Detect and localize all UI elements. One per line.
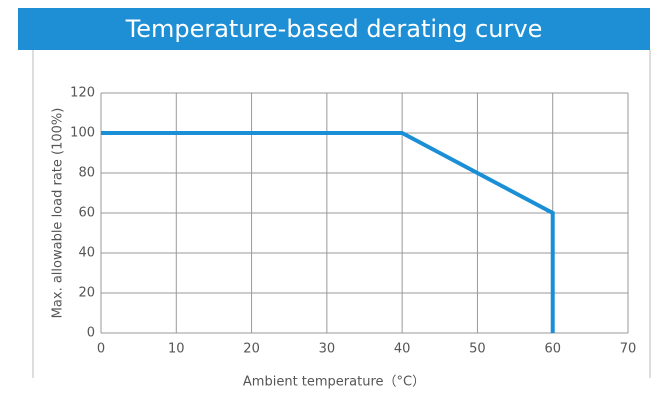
header-bar	[18, 8, 650, 50]
x-tick-label: 50	[469, 342, 486, 357]
data-line	[101, 131, 555, 333]
y-axis-label: Max. allowable load rate (100%)	[51, 108, 66, 319]
x-tick-label: 40	[394, 342, 411, 357]
x-tick-label: 10	[168, 342, 185, 357]
y-tick-label: 20	[78, 286, 95, 301]
y-tick-label: 60	[78, 206, 95, 221]
x-tick-label: 60	[544, 342, 561, 357]
x-axis-label: Ambient temperature（°C）	[243, 375, 425, 390]
y-tick-label: 40	[78, 246, 95, 261]
x-tick-label: 30	[319, 342, 336, 357]
y-tick-label: 100	[70, 126, 95, 141]
x-tick-label: 70	[620, 342, 637, 357]
x-tick-label: 20	[243, 342, 260, 357]
y-tick-label: 0	[87, 326, 95, 341]
y-tick-label: 120	[70, 86, 95, 101]
chart-title: Temperature-based derating curve	[125, 15, 543, 43]
y-tick-label: 80	[78, 166, 95, 181]
x-tick-label: 0	[97, 342, 105, 357]
